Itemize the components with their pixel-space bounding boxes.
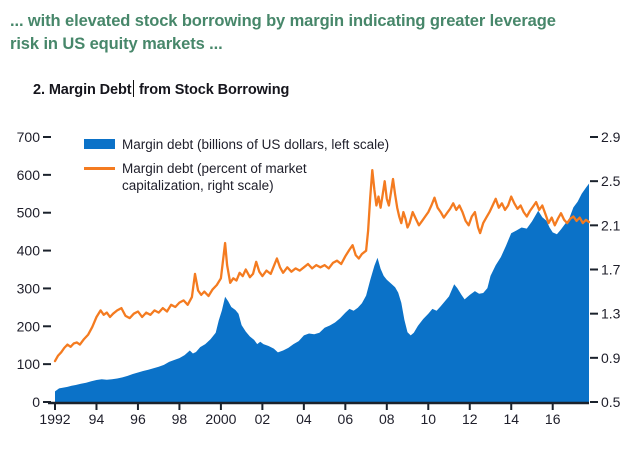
figure-title-after-cursor: from Stock Borrowing <box>138 82 290 98</box>
right-axis-tick-label: 1.3 <box>601 306 621 322</box>
text-cursor <box>132 80 135 97</box>
right-axis-tick-label: 1.7 <box>601 262 621 278</box>
left-axis-tick-label: 700 <box>17 129 41 145</box>
x-axis-tick-label: 10 <box>420 411 436 427</box>
legend-swatch-area-icon <box>84 139 115 149</box>
x-axis-tick-label: 98 <box>172 411 188 427</box>
legend-label-percent-line2: capitalization, right scale) <box>122 178 274 194</box>
figure-title-before-cursor: 2. Margin Debt <box>33 82 132 98</box>
x-axis-tick-label: 1992 <box>39 411 70 427</box>
right-axis-tick-label: 2.5 <box>601 173 621 189</box>
x-axis-tick-label: 14 <box>503 411 519 427</box>
figure-title: 2. Margin Debt from Stock Borrowing <box>33 80 289 98</box>
x-axis-tick-label: 04 <box>296 411 312 427</box>
caption-line2: risk in US equity markets ... <box>10 34 223 53</box>
right-axis-tick-label: 2.9 <box>601 129 621 145</box>
x-axis-tick-label: 02 <box>255 411 271 427</box>
legend-item-margin-debt-billions: Margin debt (billions of US dollars, lef… <box>84 136 444 154</box>
left-axis-tick-label: 200 <box>17 318 41 334</box>
legend-label-percent-line1: Margin debt (percent of market <box>122 160 307 176</box>
x-axis-tick-label: 06 <box>338 411 354 427</box>
chart-legend: Margin debt (billions of US dollars, lef… <box>84 136 444 201</box>
caption-line1: ... with elevated stock borrowing by mar… <box>10 12 556 30</box>
left-axis-tick-label: 400 <box>17 243 41 259</box>
right-axis-tick-label: 0.9 <box>601 350 621 366</box>
left-axis-tick-label: 300 <box>17 280 41 296</box>
margin-debt-area-series <box>55 183 589 402</box>
left-axis-tick-label: 100 <box>17 356 41 372</box>
x-axis-tick-label: 94 <box>89 411 105 427</box>
figure-caption: ... with elevated stock borrowing by mar… <box>10 10 634 56</box>
legend-label-billions: Margin debt (billions of US dollars, lef… <box>122 137 390 152</box>
legend-swatch-line-icon <box>84 166 115 170</box>
x-axis-tick-label: 16 <box>545 411 561 427</box>
left-axis-tick-label: 600 <box>17 167 41 183</box>
right-axis-tick-label: 2.1 <box>601 217 621 233</box>
x-axis-tick-label: 2000 <box>205 411 236 427</box>
right-axis-tick-label: 0.5 <box>601 394 621 410</box>
left-axis-tick-label: 0 <box>32 394 40 410</box>
legend-item-margin-debt-percent: Margin debt (percent of market capitaliz… <box>84 160 444 195</box>
x-axis-tick-label: 96 <box>130 411 146 427</box>
ratio-line-series <box>53 168 591 363</box>
x-axis-tick-label: 12 <box>462 411 478 427</box>
x-axis-tick-label: 08 <box>379 411 395 427</box>
legend-label-percent: Margin debt (percent of market capitaliz… <box>122 160 307 195</box>
left-axis-tick-label: 500 <box>17 205 41 221</box>
